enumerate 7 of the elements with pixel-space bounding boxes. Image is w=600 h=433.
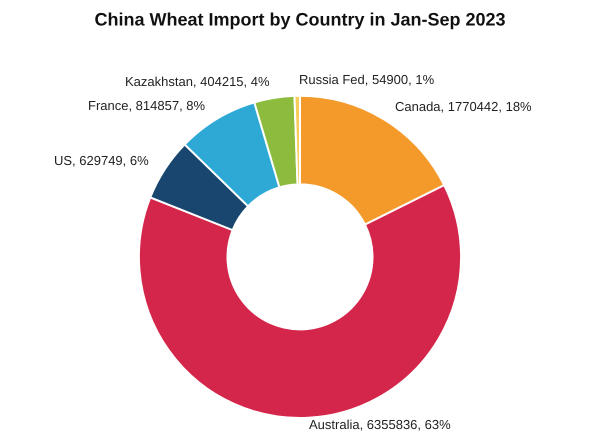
slice-label: Canada, 1770442, 18% xyxy=(395,99,532,114)
chart-title: China Wheat Import by Country in Jan-Sep 2023 xyxy=(94,10,506,30)
slice-label: France, 814857, 8% xyxy=(88,98,206,113)
slice-label: Kazakhstan, 404215, 4% xyxy=(125,74,270,89)
slice-label: Russia Fed, 54900, 1% xyxy=(299,72,435,87)
slice-label: Australia, 6355836, 63% xyxy=(309,417,452,432)
slice-label: US, 629749, 6% xyxy=(54,153,150,168)
